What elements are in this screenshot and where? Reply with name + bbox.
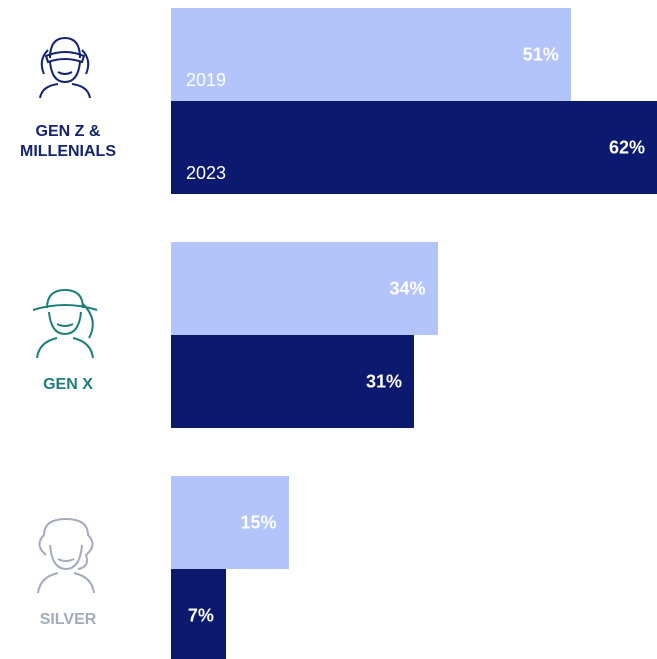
bar: 51% 2019 [171, 8, 571, 101]
value-label: 62% [608, 137, 645, 157]
value-label: 15% [240, 512, 277, 532]
silver-icon [37, 517, 95, 594]
series-label: 2019 [186, 70, 227, 90]
category-label: GEN Z & MILLENIALS [20, 123, 116, 160]
value-label: 7% [187, 605, 214, 625]
bar: 15% [171, 476, 289, 569]
gen-z-icon [39, 36, 91, 99]
value-label: 34% [389, 278, 426, 298]
category-label: GEN X [43, 376, 93, 393]
bar: 62% 2023 [171, 101, 657, 194]
bar: 7% [171, 569, 226, 659]
category-label: SILVER [39, 611, 97, 628]
value-label: 31% [365, 371, 402, 391]
series-label: 2023 [186, 163, 227, 183]
value-label: 51% [522, 44, 559, 64]
bar: 34% [171, 242, 438, 335]
gen-x-icon [32, 288, 98, 359]
bar: 31% [171, 335, 414, 428]
